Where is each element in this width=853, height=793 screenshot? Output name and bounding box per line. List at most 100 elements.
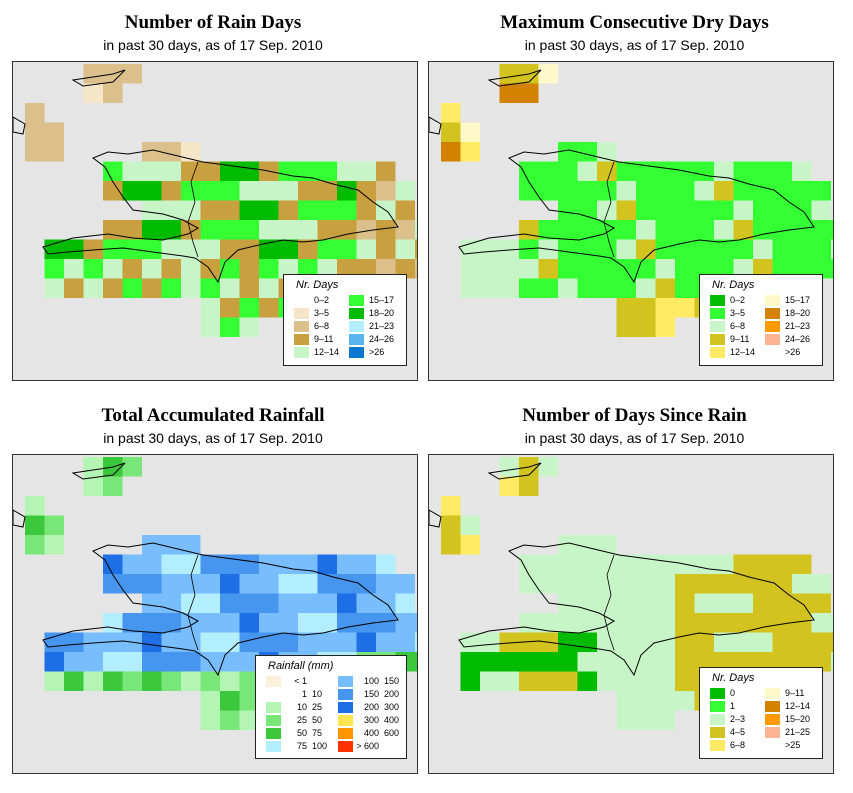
grid-cell <box>181 239 201 259</box>
grid-cell <box>714 220 734 240</box>
grid-cell <box>655 554 675 574</box>
grid-cell <box>317 554 337 574</box>
panel-title: Number of Rain Days <box>124 12 302 33</box>
coastline <box>458 149 815 284</box>
grid-cell <box>733 632 753 652</box>
grid-cell <box>675 298 695 318</box>
grid-cell <box>441 103 461 123</box>
legend-swatch <box>710 714 725 725</box>
legend: Nr. Days 0–2 3–5 6–8 9–11 12–14 15–17 18–20 21–… <box>699 274 823 366</box>
grid-cell <box>142 181 162 201</box>
grid-cell <box>753 161 773 181</box>
grid-cell <box>616 161 636 181</box>
grid-cell <box>538 554 558 574</box>
grid-cell <box>415 220 417 240</box>
grid-cell <box>161 181 181 201</box>
legend-swatch <box>710 727 725 738</box>
grid-cell <box>597 278 617 298</box>
grid-cell <box>220 710 240 730</box>
grid-cell <box>831 239 833 259</box>
grid-cell <box>337 220 357 240</box>
grid-cell <box>792 161 812 181</box>
grid-cell <box>733 574 753 594</box>
legend-swatch <box>338 715 353 726</box>
grid-cell <box>753 593 773 613</box>
grid-cell <box>519 652 539 672</box>
grid-cell <box>317 181 337 201</box>
grid-cell <box>395 181 415 201</box>
legend-swatch <box>765 688 780 699</box>
grid-cell <box>220 691 240 711</box>
legend-label: 0 <box>730 688 736 698</box>
grid-cell <box>122 613 142 633</box>
grid-cell <box>317 632 337 652</box>
grid-cell <box>772 574 792 594</box>
legend-swatch <box>765 295 780 306</box>
grid-cell <box>278 613 298 633</box>
grid-cell <box>616 593 636 613</box>
grid-cell <box>636 278 656 298</box>
grid-cell <box>714 200 734 220</box>
legend-label: 6–8 <box>730 321 746 331</box>
grid-cell <box>519 220 539 240</box>
grid-cell <box>694 593 714 613</box>
grid-cell <box>694 554 714 574</box>
grid-cell <box>161 200 181 220</box>
grid-cell <box>200 181 220 201</box>
grid-cell <box>337 200 357 220</box>
grid-cell <box>577 593 597 613</box>
grid-cell <box>655 278 675 298</box>
grid-cell <box>103 476 123 496</box>
legend-label: 10 <box>312 689 323 699</box>
grid-cell <box>337 593 357 613</box>
grid-cell <box>64 632 84 652</box>
grid-cell <box>597 652 617 672</box>
grid-cell <box>616 317 636 337</box>
grid-cell <box>480 652 500 672</box>
legend-swatch <box>294 308 309 319</box>
legend-label: 15–17 <box>785 295 811 305</box>
legend-swatch <box>294 334 309 345</box>
grid-cell <box>772 554 792 574</box>
grid-cell <box>441 496 461 516</box>
map-rain-days[interactable] <box>12 61 418 381</box>
legend-label: 1 <box>301 689 307 699</box>
grid-cell <box>655 593 675 613</box>
grid-cell <box>733 259 753 279</box>
grid-cell <box>753 200 773 220</box>
grid-cell <box>538 671 558 691</box>
panel-title: Number of Days Since Rain <box>522 405 747 426</box>
grid-cell <box>597 535 617 555</box>
grid-cell <box>44 142 64 162</box>
grid-cell <box>694 259 714 279</box>
grid-cell <box>577 259 597 279</box>
grid-cell <box>558 161 578 181</box>
grid-cell <box>337 574 357 594</box>
grid-cell <box>122 671 142 691</box>
grid-cells <box>441 457 833 730</box>
legend-label: 12–14 <box>785 701 811 711</box>
grid-cell <box>181 259 201 279</box>
grid-cell <box>675 593 695 613</box>
coastline <box>13 116 26 135</box>
grid-cell <box>714 593 734 613</box>
grid-cell <box>772 200 792 220</box>
grid-cell <box>278 239 298 259</box>
grid-cell <box>714 652 734 672</box>
grid-cell <box>714 632 734 652</box>
grid-cell <box>317 220 337 240</box>
grid-cell <box>460 278 480 298</box>
grid-cell <box>25 535 45 555</box>
legend-label: 6–8 <box>314 321 330 331</box>
grid-cell <box>538 161 558 181</box>
grid-cell <box>655 574 675 594</box>
grid-cell <box>460 122 480 142</box>
grid-cell <box>239 671 259 691</box>
grid-cell <box>772 220 792 240</box>
legend-swatch <box>710 308 725 319</box>
grid-cell <box>220 593 240 613</box>
grid-cell <box>317 593 337 613</box>
legend-label: 400 <box>363 728 379 738</box>
coastline <box>429 509 442 528</box>
legend-swatch <box>765 347 780 358</box>
